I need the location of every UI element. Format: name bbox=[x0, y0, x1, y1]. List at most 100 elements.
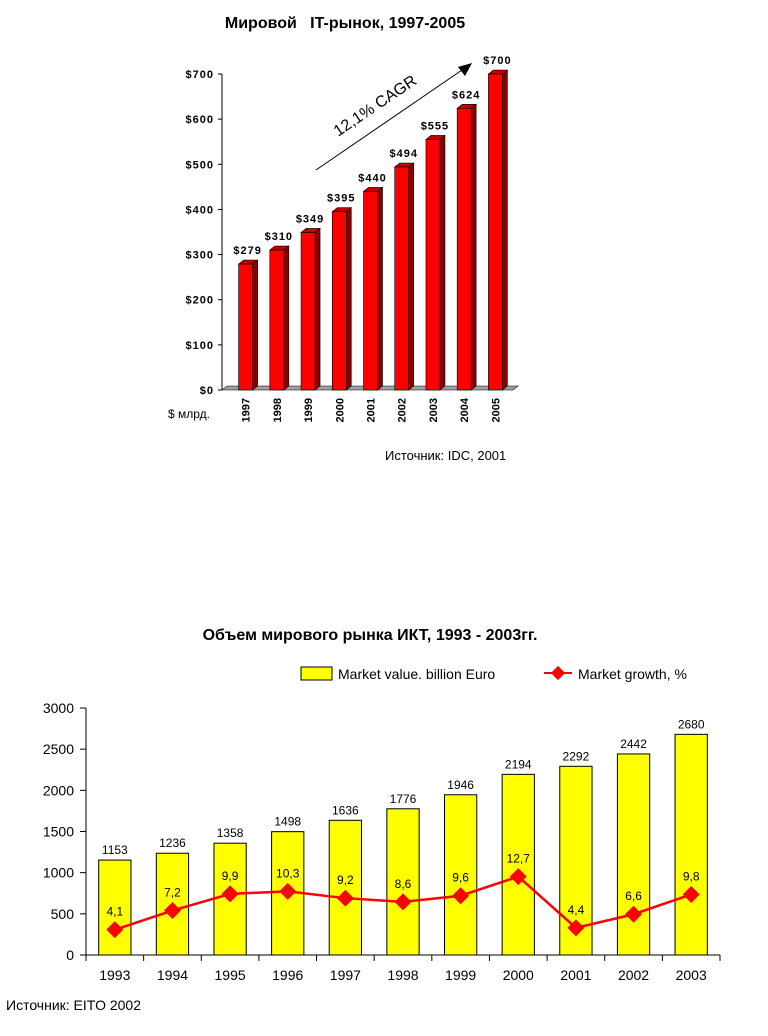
chart1-bar-side bbox=[345, 207, 352, 391]
chart2-x-tick-label: 1997 bbox=[330, 967, 361, 983]
chart2-growth-point bbox=[163, 902, 181, 920]
chart1-y-tick-label: $600 bbox=[186, 114, 214, 126]
ict-market-chart: Объем мирового рынка ИКТ, 1993 - 2003гг.… bbox=[6, 627, 721, 1013]
chart1-bar-side bbox=[502, 69, 508, 391]
chart2-growth-data-label: 8,6 bbox=[395, 877, 412, 891]
chart1-data-label: $624 bbox=[452, 89, 480, 101]
chart2-growth-data-label: 9,9 bbox=[222, 869, 239, 883]
chart2-bar-data-label: 1236 bbox=[159, 836, 186, 850]
chart1-bar-side bbox=[314, 227, 321, 391]
chart2-x-tick-label: 1996 bbox=[272, 967, 303, 983]
chart1-bar-side bbox=[283, 245, 290, 391]
chart2-bar bbox=[501, 773, 535, 956]
chart1-bar bbox=[363, 191, 378, 391]
chart2-growth-data-label: 9,6 bbox=[452, 871, 469, 885]
chart2-x-tick-label: 1993 bbox=[99, 967, 130, 983]
chart2-bar-data-label: 2292 bbox=[563, 749, 590, 763]
chart2-x-tick-label: 1998 bbox=[387, 967, 418, 983]
chart2-growth-point bbox=[452, 887, 470, 905]
chart2-growth-point bbox=[106, 921, 124, 939]
chart1-bar-side bbox=[377, 186, 383, 391]
legend-label-market-growth: Market growth, % bbox=[578, 666, 687, 682]
chart1-unit-label: $ млрд. bbox=[168, 407, 210, 421]
chart2-bar-data-label: 1776 bbox=[390, 792, 417, 806]
legend-marker-market-growth bbox=[550, 665, 566, 681]
chart2-x-axis: 1993 1994 1995 1996 1997 1998 1999 2000 2001 2002… bbox=[85, 954, 721, 983]
chart2-y-axis: 0 500 1000 1500 2000 2500 3000 bbox=[43, 700, 87, 963]
chart1-bar bbox=[238, 263, 253, 391]
chart1-data-label: $700 bbox=[483, 55, 511, 67]
chart2-y-tick-label: 1500 bbox=[43, 824, 74, 840]
chart1-x-axis: 1997 1998 1999 2000 2001 2002 2003 2004 2005 bbox=[241, 397, 503, 422]
it-market-chart: Мировой IT-рынок, 1997-2005 $0 $100 $200 $3… bbox=[168, 15, 519, 463]
cagr-label: 12,1% CAGR bbox=[331, 72, 420, 140]
chart1-y-tick-label: $200 bbox=[186, 295, 214, 307]
chart2-bar-data-label: 2680 bbox=[678, 717, 705, 731]
chart1-x-tick-label: 2001 bbox=[366, 398, 378, 422]
chart2-x-tick-label: 1995 bbox=[215, 967, 246, 983]
chart2-growth-point bbox=[682, 885, 700, 903]
chart2-y-tick-label: 500 bbox=[51, 906, 75, 922]
chart2-bar-data-label: 2194 bbox=[505, 757, 532, 771]
chart1-data-label: $279 bbox=[233, 245, 261, 257]
chart1-data-label: $494 bbox=[389, 148, 417, 160]
chart2-y-tick-label: 2000 bbox=[43, 782, 74, 798]
chart2-growth-point bbox=[394, 893, 412, 911]
chart1-bars: $279 $310$349$395$440$494 $555 $624 $700 bbox=[221, 55, 519, 391]
chart2-growth-line: 4,1 7,2 9,9 10,3 9,2 8,6 9,6 12,7 4,4 6,6 9,8 bbox=[106, 852, 700, 939]
chart2-growth-data-label: 7,2 bbox=[164, 886, 181, 900]
chart2-y-tick-label: 3000 bbox=[43, 700, 74, 716]
chart2-growth-point bbox=[509, 868, 527, 886]
chart2-growth-point bbox=[625, 905, 643, 923]
chart1-data-label: $310 bbox=[265, 231, 293, 243]
chart1-y-axis: $0 $100 $200 $300 $400 $500 $600 $700 bbox=[186, 69, 223, 397]
chart2-growth-data-label: 10,3 bbox=[276, 866, 300, 880]
chart2-growth-point bbox=[567, 919, 585, 937]
chart2-legend: Market value. billion Euro Market growth… bbox=[300, 665, 687, 682]
chart1-y-tick-label: $300 bbox=[186, 250, 214, 262]
legend-swatch-market-value bbox=[300, 666, 333, 681]
chart1-x-tick-label: 1998 bbox=[272, 398, 284, 422]
chart2-bar bbox=[674, 733, 708, 956]
chart1-x-tick-label: 2000 bbox=[334, 398, 346, 422]
chart2-y-tick-label: 0 bbox=[66, 947, 74, 963]
chart2-title: Объем мирового рынка ИКТ, 1993 - 2003гг. bbox=[203, 627, 538, 644]
chart2-x-tick-label: 2003 bbox=[676, 967, 707, 983]
chart2-bar-data-label: 1153 bbox=[102, 843, 128, 857]
chart1-title: Мировой IT-рынок, 1997-2005 bbox=[225, 15, 465, 32]
cagr-arrow-line bbox=[315, 69, 463, 171]
chart1-bar-side bbox=[252, 259, 258, 391]
chart2-bar-data-label: 1498 bbox=[274, 815, 301, 829]
chart1-y-tick-label: $400 bbox=[186, 204, 214, 216]
chart1-source: Источник: IDC, 2001 bbox=[385, 448, 506, 463]
chart2-bar bbox=[98, 859, 132, 956]
chart2-source: Источник: EITO 2002 bbox=[6, 997, 141, 1013]
chart1-data-label: $555 bbox=[421, 120, 449, 132]
chart2-growth-data-label: 4,1 bbox=[106, 905, 123, 919]
chart1-x-tick-label: 1999 bbox=[303, 398, 315, 422]
chart2-bar-data-label: 1358 bbox=[217, 826, 244, 840]
chart1-bar-side bbox=[470, 103, 477, 391]
chart1-x-tick-label: 1997 bbox=[241, 398, 253, 422]
chart2-x-tick-label: 2002 bbox=[618, 967, 649, 983]
chart1-y-tick-label: $100 bbox=[186, 340, 214, 352]
chart2-bar-data-label: 2442 bbox=[620, 737, 647, 751]
chart2-growth-data-label: 9,2 bbox=[337, 873, 354, 887]
chart2-x-tick-label: 1994 bbox=[157, 967, 188, 983]
chart2-growth-point bbox=[336, 889, 354, 907]
chart2-growth-point bbox=[279, 882, 297, 900]
chart1-bar bbox=[300, 232, 316, 391]
chart2-bar-data-label: 1636 bbox=[332, 803, 359, 817]
chart1-bar bbox=[394, 166, 410, 391]
chart1-bar bbox=[269, 249, 285, 391]
chart1-data-label: $440 bbox=[358, 172, 386, 184]
chart2-y-tick-label: 1000 bbox=[43, 865, 74, 881]
chart2-x-tick-label: 2001 bbox=[560, 967, 591, 983]
chart2-growth-data-label: 9,8 bbox=[683, 869, 700, 883]
chart1-bar-side bbox=[408, 162, 415, 391]
chart2-bar-data-label: 1946 bbox=[447, 778, 474, 792]
cagr-arrow-head bbox=[458, 63, 472, 76]
chart1-bar-side bbox=[439, 134, 446, 391]
chart2-growth-data-label: 12,7 bbox=[507, 852, 531, 866]
chart1-data-label: $395 bbox=[327, 193, 355, 205]
